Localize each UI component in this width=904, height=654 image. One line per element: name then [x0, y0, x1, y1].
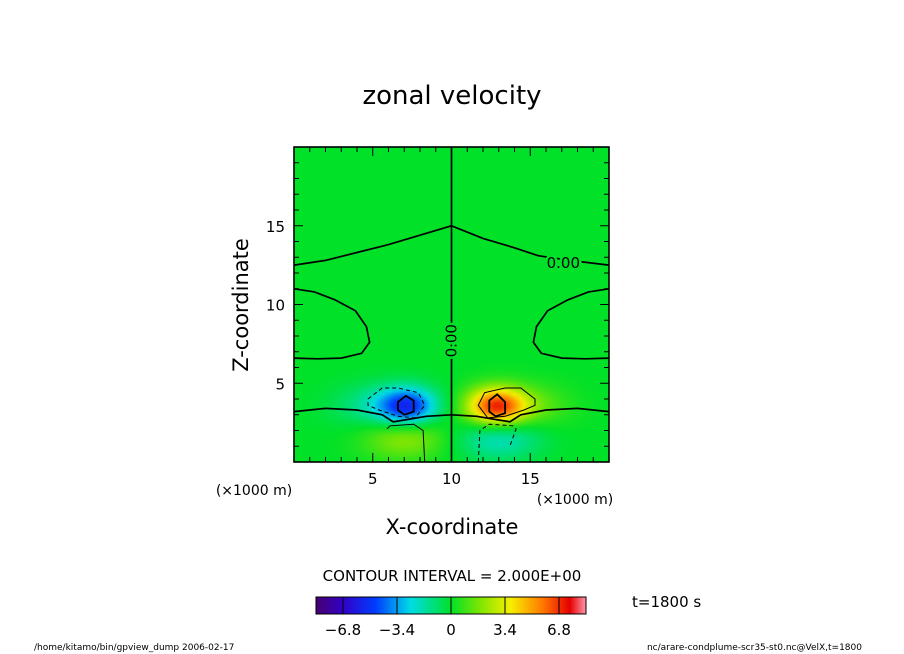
colorbar-frame — [315, 596, 587, 615]
x-tick-label: 5 — [368, 470, 378, 488]
y-tick-label: 15 — [266, 218, 285, 236]
contour-line — [488, 393, 506, 418]
contour-line — [386, 423, 426, 462]
axis-ticks: 5 10 15 5 10 15 — [266, 147, 609, 488]
colorbar: −6.8 −3.4 0 3.4 6.8 — [315, 596, 587, 639]
colorbar-tick-label: −6.8 — [325, 621, 361, 639]
y-tick-label: 5 — [275, 375, 285, 393]
contour-line — [532, 287, 609, 360]
time-label: t=1800 s — [632, 593, 701, 611]
x-tick-label: 15 — [521, 470, 540, 488]
chart-title: zonal velocity — [362, 81, 541, 111]
x-tick-label: 10 — [442, 470, 461, 488]
contour-line — [294, 407, 609, 423]
footer-right: nc/arare-condplume-scr35-st0.nc@VelX,t=1… — [647, 643, 862, 653]
contour-line — [477, 387, 536, 419]
colorbar-tick-label: 3.4 — [493, 621, 517, 639]
contour-line — [294, 287, 371, 360]
y-axis-label: Z-coordinate — [229, 238, 253, 372]
colorbar-tick-label: −3.4 — [379, 621, 415, 639]
contour-lines — [294, 147, 609, 462]
x-axis-label: X-coordinate — [386, 515, 519, 539]
contour-label: 0.00 — [443, 324, 461, 357]
contour-labels: 0.00 0.00 — [440, 251, 583, 360]
y-axis-unit: (×1000 m) — [216, 483, 292, 499]
colorbar-tick-label: 6.8 — [547, 621, 571, 639]
plot-area — [294, 147, 609, 462]
x-axis-unit: (×1000 m) — [537, 492, 613, 508]
contour-line — [367, 387, 426, 419]
colorbar-tick-label: 0 — [446, 621, 456, 639]
footer-left: /home/kitamo/bin/gpview_dump 2006-02-17 — [34, 643, 234, 653]
y-tick-label: 10 — [266, 297, 285, 315]
contour-interval: CONTOUR INTERVAL = 2.000E+00 — [323, 567, 582, 585]
contour-line — [397, 394, 415, 416]
colorbar-ticks: −6.8 −3.4 0 3.4 6.8 — [325, 597, 571, 639]
contour-label: 0.00 — [547, 254, 580, 272]
